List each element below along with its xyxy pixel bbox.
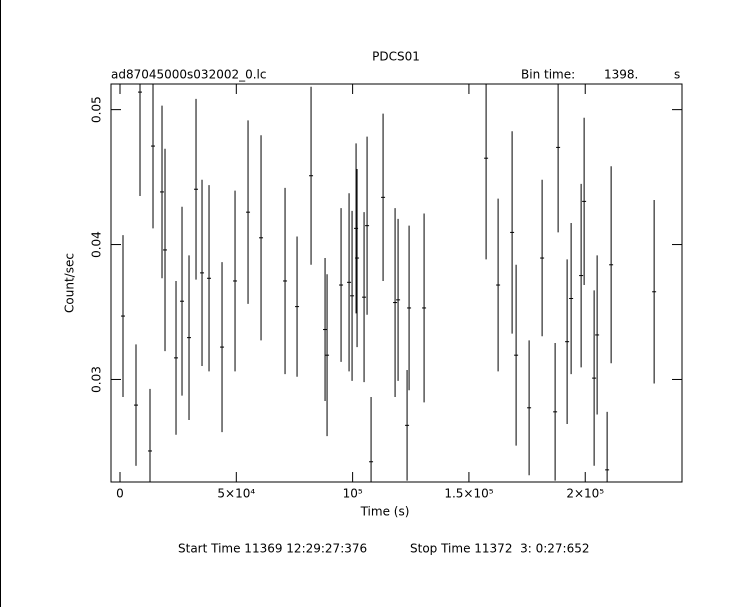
bin-time-unit: s — [674, 68, 680, 82]
chart-title: PDCS01 — [372, 50, 420, 64]
stop-time: Stop Time 11372 3: 0:27:652 — [410, 542, 589, 556]
bin-time-label: Bin time: — [521, 68, 575, 82]
plot-frame — [110, 83, 683, 483]
start-time: Start Time 11369 12:29:27:376 — [178, 542, 367, 556]
x-tick-label: 0 — [116, 487, 124, 501]
marks — [121, 84, 657, 482]
bin-time: 1398. — [604, 68, 638, 82]
x-tick-label: 10⁵ — [343, 487, 363, 501]
y-tick-label: 0.04 — [90, 231, 104, 258]
file-name: ad87045000s032002_0.lc — [111, 68, 267, 82]
y-axis-label: Count/sec — [63, 253, 77, 313]
x-axis-label: Time (s) — [360, 505, 410, 519]
x-tick-label: 5×10⁴ — [217, 487, 255, 501]
x-tick-label: 1.5×10⁵ — [444, 487, 493, 501]
y-tick-label: 0.03 — [90, 366, 104, 393]
x-tick-label: 2×10⁵ — [566, 487, 604, 501]
y-tick-label: 0.05 — [90, 96, 104, 123]
